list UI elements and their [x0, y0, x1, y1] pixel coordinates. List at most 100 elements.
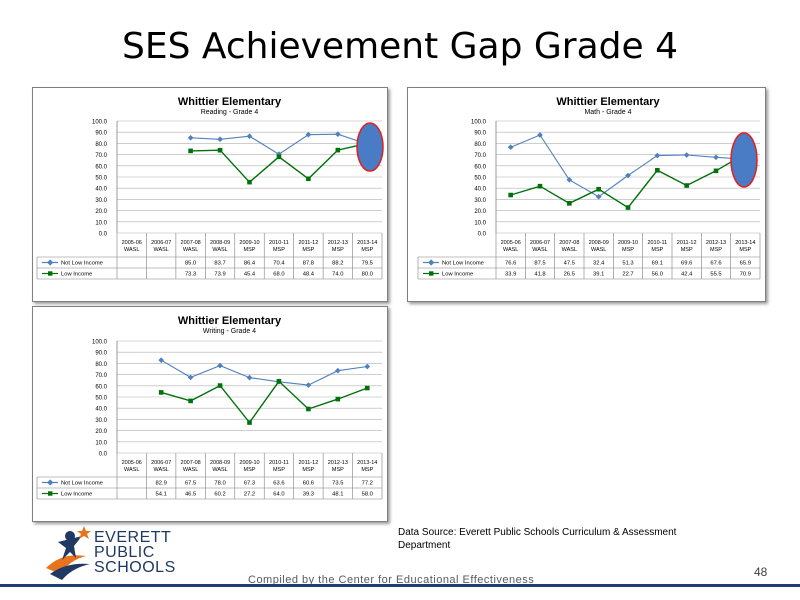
x-tick-year: 2009-10	[239, 460, 259, 466]
y-tick-label: 90.0	[95, 131, 107, 137]
x-tick-year: 2005-06	[122, 460, 142, 466]
x-tick-test: WASL	[124, 467, 139, 473]
legend-label: Not Low Income	[61, 261, 103, 267]
x-tick-test: MSP	[710, 247, 722, 253]
x-tick-year: 2008-09	[210, 240, 230, 246]
compiled-by-footer: Compiled by the Center for Educational E…	[248, 574, 535, 586]
data-label: 78.0	[214, 481, 225, 487]
data-point	[713, 154, 719, 161]
legend-label: Low Income	[61, 492, 92, 498]
y-tick-label: 60.0	[95, 384, 107, 390]
x-tick-year: 2008-09	[210, 460, 230, 466]
x-tick-test: MSP	[302, 467, 314, 473]
x-tick-year: 2007-08	[181, 460, 201, 466]
y-tick-label: 50.0	[95, 176, 107, 182]
writing-chart: Whittier Elementary Writing - Grade 4 0.0 1…	[32, 306, 388, 522]
data-label: 69.6	[681, 261, 692, 267]
data-point	[335, 147, 341, 153]
legend-marker	[47, 479, 54, 486]
data-point	[713, 168, 719, 174]
data-label: 47.5	[564, 261, 575, 267]
x-tick-test: WASL	[153, 467, 168, 473]
data-label: 39.3	[303, 492, 314, 498]
x-tick-year: 2010-11	[269, 240, 289, 246]
x-tick-year: 2013-14	[735, 240, 755, 246]
data-label: 70.9	[740, 272, 751, 278]
x-tick-test: WASL	[183, 467, 198, 473]
y-tick-label: 10.0	[474, 220, 486, 226]
footer-rule	[0, 584, 800, 587]
logo-line1: EVERETT	[94, 529, 172, 546]
y-tick-label: 100.0	[471, 120, 487, 126]
series-line	[161, 380, 368, 424]
data-point	[247, 420, 252, 425]
data-label: 87.5	[534, 261, 545, 267]
data-point	[158, 357, 164, 363]
x-tick-test: MSP	[681, 247, 693, 253]
data-label: 63.6	[273, 481, 284, 487]
data-point	[654, 152, 661, 159]
data-label: 22.7	[622, 272, 633, 278]
x-tick-year: 2009-10	[618, 240, 638, 246]
x-tick-test: MSP	[332, 467, 344, 473]
legend-label: Not Low Income	[61, 481, 103, 487]
x-tick-year: 2011-12	[677, 240, 697, 246]
data-point	[625, 172, 631, 179]
data-point	[625, 205, 631, 210]
y-tick-label: 0.0	[99, 452, 108, 458]
data-point	[158, 390, 164, 395]
y-tick-label: 0.0	[478, 232, 487, 238]
data-point	[335, 396, 341, 402]
data-point	[217, 136, 223, 143]
x-tick-year: 2013-14	[357, 460, 377, 466]
y-tick-label: 100.0	[92, 340, 108, 346]
data-point	[246, 133, 253, 140]
y-tick-label: 0.0	[99, 232, 108, 238]
x-tick-year: 2006-07	[530, 240, 550, 246]
chart-title: Whittier Elementary	[178, 96, 282, 108]
x-tick-year: 2006-07	[151, 240, 171, 246]
math-chart: Whittier Elementary Math - Grade 4 0.0 10.0…	[407, 87, 766, 302]
data-point	[508, 192, 513, 198]
y-tick-label: 50.0	[95, 396, 107, 402]
x-tick-year: 2012-13	[706, 240, 726, 246]
data-point	[364, 363, 371, 370]
x-tick-year: 2011-12	[298, 240, 318, 246]
y-tick-label: 10.0	[95, 220, 107, 226]
data-point	[247, 179, 252, 185]
chart-subtitle: Math - Grade 4	[584, 109, 631, 116]
y-tick-label: 10.0	[95, 440, 107, 446]
logo-line3: SCHOOLS	[94, 559, 176, 576]
x-tick-test: WASL	[212, 247, 227, 253]
series-line	[160, 359, 368, 386]
data-label: 54.1	[156, 492, 167, 498]
data-label: 27.2	[244, 492, 255, 498]
x-tick-test: MSP	[244, 247, 256, 253]
data-point	[276, 154, 282, 160]
x-tick-test: MSP	[622, 247, 634, 253]
data-point	[276, 379, 282, 384]
x-tick-year: 2006-07	[151, 460, 171, 466]
data-label: 70.4	[273, 261, 285, 267]
data-label: 58.0	[362, 492, 373, 498]
data-label: 67.6	[710, 261, 721, 267]
x-tick-test: WASL	[532, 247, 547, 253]
data-point	[187, 374, 194, 381]
data-label: 82.9	[156, 481, 167, 487]
y-tick-label: 90.0	[95, 351, 107, 357]
series-line	[190, 133, 368, 155]
legend-label: Low Income	[442, 272, 473, 278]
data-label: 88.2	[332, 261, 343, 267]
data-point	[537, 132, 543, 138]
data-point	[305, 382, 312, 388]
chart-title: Whittier Elementary	[556, 96, 660, 108]
data-label: 41.8	[534, 272, 545, 278]
data-label: 65.9	[740, 261, 751, 267]
data-label: 39.1	[593, 272, 604, 278]
data-point	[364, 385, 370, 391]
everett-logo: EVERETT PUBLIC SCHOOLS	[40, 522, 190, 582]
y-tick-label: 80.0	[474, 142, 486, 148]
y-tick-label: 60.0	[474, 164, 486, 170]
